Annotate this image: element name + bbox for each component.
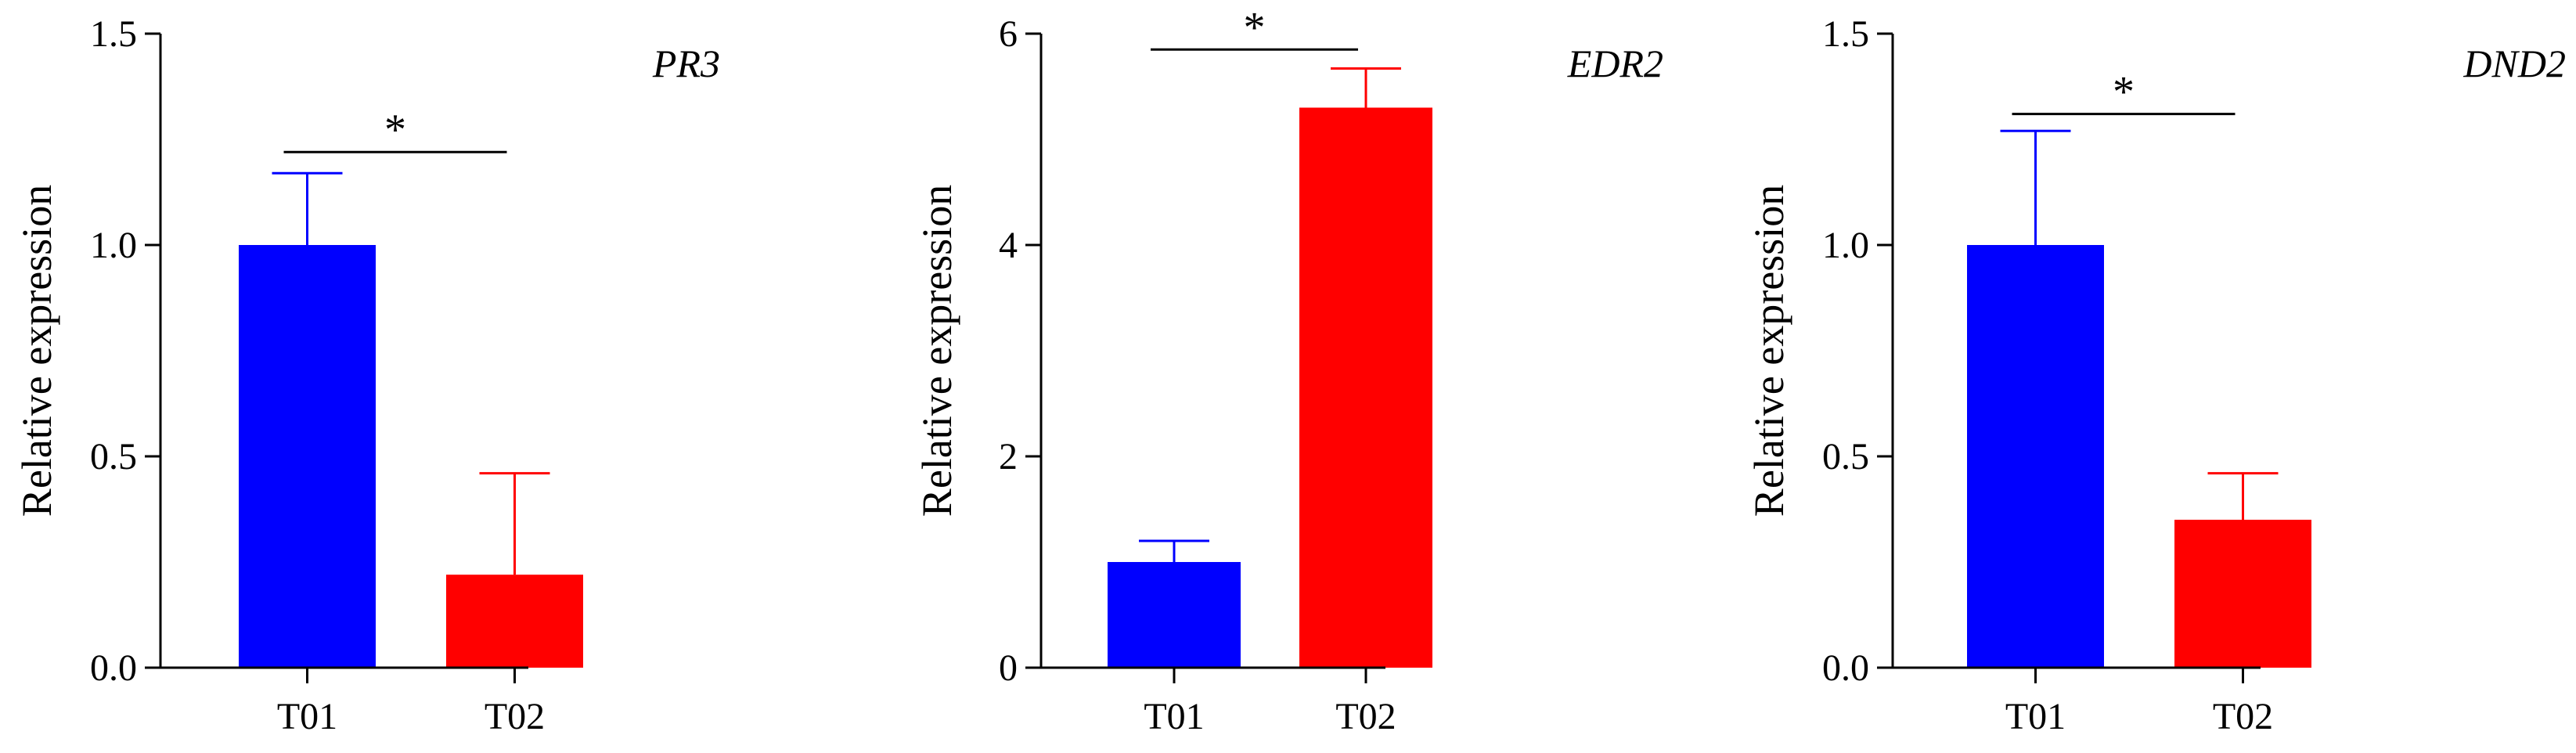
x-tick-label: T02 xyxy=(1335,696,1396,737)
y-tick-label: 1.0 xyxy=(90,225,137,266)
significance-star: * xyxy=(1244,3,1266,52)
y-tick-label: 0.5 xyxy=(1822,436,1869,477)
y-tick-label: 6 xyxy=(999,13,1018,55)
y-tick-label: 0.5 xyxy=(90,436,137,477)
chart-title: DND2 xyxy=(2463,41,2566,85)
y-tick-label: 4 xyxy=(999,225,1018,266)
y-axis-title: Relative expression xyxy=(913,185,960,517)
chart-panel-pr3: Relative expression PR3 0.0 0.5 1.0 1.5 T01 T… xyxy=(13,13,720,737)
bar-t01 xyxy=(239,245,376,668)
x-tick-label: T01 xyxy=(277,696,337,737)
significance-star: * xyxy=(384,106,406,154)
y-tick-label: 0.0 xyxy=(1822,647,1869,689)
y-tick-label: 1.0 xyxy=(1822,225,1869,266)
y-tick-label: 2 xyxy=(999,436,1018,477)
y-axis-title: Relative expression xyxy=(13,185,60,517)
x-tick-label: T02 xyxy=(2213,696,2273,737)
chart-panel-dnd2: Relative expression DND2 0.0 0.5 1.0 1.5 T01… xyxy=(1746,13,2566,737)
bar-t01 xyxy=(1967,245,2104,668)
bar-t01 xyxy=(1108,562,1241,668)
bar-t02 xyxy=(446,575,583,668)
y-tick-label: 0.0 xyxy=(90,647,137,689)
y-tick-label: 0 xyxy=(999,647,1018,689)
chart-title: EDR2 xyxy=(1567,41,1663,85)
significance-star: * xyxy=(2113,68,2135,117)
y-tick-label: 1.5 xyxy=(1822,13,1869,55)
x-tick-label: T02 xyxy=(485,696,545,737)
chart-title: PR3 xyxy=(652,41,720,85)
x-tick-label: T01 xyxy=(2005,696,2066,737)
bar-t02 xyxy=(2174,520,2311,668)
bar-t02 xyxy=(1299,107,1432,668)
x-tick-label: T01 xyxy=(1144,696,1204,737)
chart-panel-edr2: Relative expression EDR2 0 2 4 6 T01 T02 * xyxy=(913,3,1663,737)
y-tick-label: 1.5 xyxy=(90,13,137,55)
y-axis-title: Relative expression xyxy=(1746,185,1792,517)
